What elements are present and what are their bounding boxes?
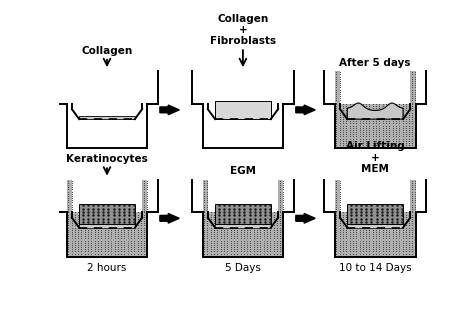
Bar: [347, 204, 403, 224]
Text: EGM: EGM: [230, 166, 256, 176]
Bar: [142, 180, 147, 212]
Bar: [202, 180, 208, 212]
FancyArrow shape: [160, 213, 179, 223]
Text: Collagen
+
Fibroblasts: Collagen + Fibroblasts: [210, 13, 276, 46]
Text: 5 Days: 5 Days: [225, 263, 261, 273]
Bar: [215, 224, 271, 228]
Text: Keratinocytes: Keratinocytes: [66, 154, 148, 164]
Bar: [278, 180, 283, 212]
Bar: [335, 71, 340, 104]
Bar: [335, 180, 340, 212]
FancyArrow shape: [160, 105, 179, 115]
Bar: [335, 212, 416, 257]
Bar: [79, 224, 135, 228]
Bar: [215, 101, 271, 119]
FancyArrow shape: [296, 213, 315, 223]
Bar: [66, 212, 147, 257]
Bar: [215, 204, 271, 224]
Bar: [79, 204, 135, 224]
Bar: [79, 115, 135, 119]
Text: 2 hours: 2 hours: [87, 263, 127, 273]
Text: Air Lifting
+
MEM: Air Lifting + MEM: [346, 141, 404, 174]
Text: 10 to 14 Days: 10 to 14 Days: [339, 263, 411, 273]
Bar: [335, 104, 416, 148]
Bar: [66, 180, 72, 212]
Polygon shape: [347, 103, 403, 119]
Bar: [202, 212, 283, 257]
Text: After 5 days: After 5 days: [339, 58, 411, 68]
Bar: [347, 224, 403, 228]
Bar: [410, 71, 416, 104]
Bar: [410, 180, 416, 212]
Text: Collagen: Collagen: [82, 46, 133, 56]
FancyArrow shape: [296, 105, 315, 115]
